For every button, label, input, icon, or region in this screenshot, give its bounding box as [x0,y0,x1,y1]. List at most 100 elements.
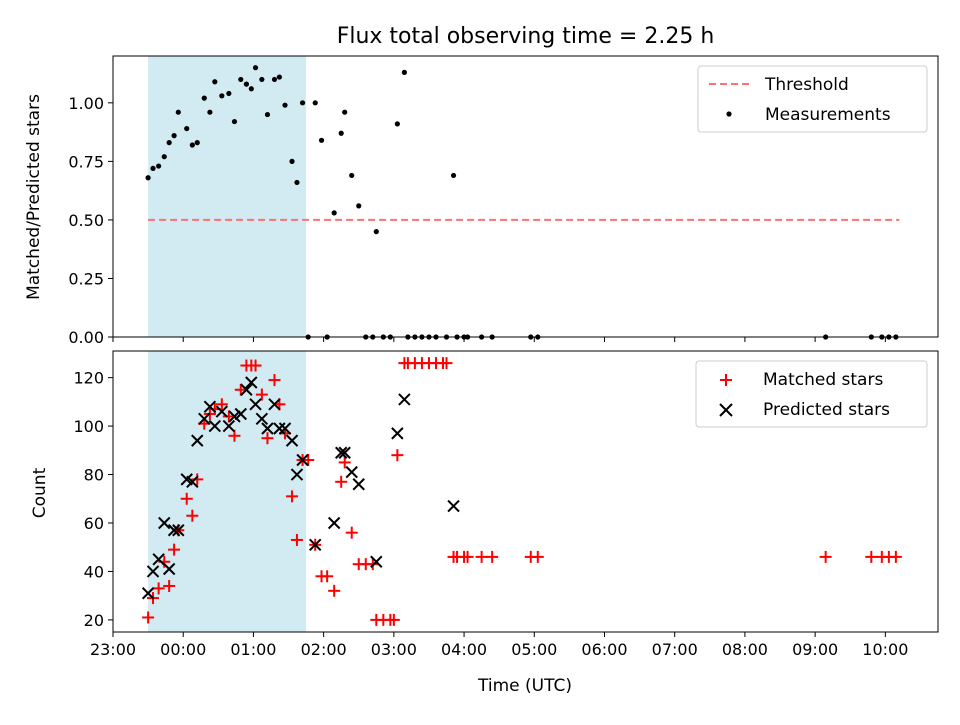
predicted-star-point [296,453,309,467]
matched-star-point [215,398,228,411]
predicted-star-point [334,446,348,459]
predicted-star-point [152,553,165,566]
y-axis-label-bottom: Count [30,467,50,518]
x-tick-label: 23:00 [90,640,136,659]
predicted-star-point [398,393,411,406]
x-tick-label: 04:00 [441,640,487,659]
matched-star-point [338,456,351,469]
observing-window-shade-bottom [148,351,307,632]
predicted-star-point [203,400,217,413]
chart-title: Flux total observing time = 2.25 h [337,24,715,49]
y-axis-ticks-top: 0.00 0.25 0.50 0.75 1.00 [68,94,113,347]
matched-star-point [391,449,404,462]
shade-region-bottom [148,351,307,632]
measurement-point [401,69,407,75]
observing-window-shade-top [148,56,307,337]
matched-star-point [531,550,544,563]
matched-star-point [486,550,499,563]
measurement-point [184,125,190,132]
measurement-point [201,95,207,101]
matched-star-point [819,550,832,563]
measurement-point [338,130,344,136]
predicted-star-point [191,434,204,447]
predicted-star-point [141,587,155,600]
matched-star-point [321,570,334,583]
ratio-panel: 0.00 0.25 0.50 0.75 1.00 Matched/Predicted s… [24,55,939,347]
x-tick-label: 01:00 [230,640,276,659]
measurement-point [342,109,348,115]
x-tick-label: 06:00 [581,640,627,659]
matched-star-point [335,475,348,488]
x-tick-label: 09:00 [792,640,838,659]
predicted-star-point [172,524,185,537]
y-axis-label-top: Matched/Predicted stars [24,94,44,300]
y-tick-label: 0.00 [68,328,104,347]
measurement-point [264,111,271,118]
matched-star-point [186,509,199,522]
legend-label-measurements: Measurements [765,105,891,125]
matched-star-point [268,374,281,387]
predicted-star-point [249,398,262,411]
predicted-star-point [234,407,247,421]
predicted-star-point [146,565,160,578]
matched-star-point [302,454,315,467]
measurement-point [166,140,172,146]
matched-star-point [180,492,193,505]
x-tick-label: 00:00 [160,640,206,659]
measurement-point [356,203,362,209]
matched-star-point [440,357,453,370]
plot-frame-top [112,55,939,338]
matched-star-point [255,388,268,401]
measurement-point [282,102,288,108]
y-tick-label: 0.25 [68,269,104,288]
predicted-star-point [162,562,176,576]
measurement-point [294,179,300,186]
y-tick-label: 80 [84,466,104,485]
y-tick-label: 0.50 [68,211,104,230]
measurement-point [289,158,295,164]
measurement-point [231,118,238,125]
matched-star-point [387,613,400,626]
predicted-star-point [327,516,341,530]
predicted-star-point [158,516,171,530]
measurement-point [207,109,213,115]
y-tick-label: 40 [84,562,104,581]
measurement-point [312,100,318,106]
shade-region-top [148,56,307,337]
predicted-star-point [222,419,236,433]
predicted-star-point [167,524,181,537]
predicted-star-point [447,499,460,513]
predicted-star-point [338,446,351,459]
matched-star-point [345,526,358,539]
predicted-star-points [141,376,460,600]
x-axis-ticks-bottom: 23:00 00:00 01:00 02:00 03:00 04:00 05:00 06:00… [90,632,908,659]
measurement-point [219,93,225,99]
measurement-points [145,65,899,340]
measurement-point [226,90,232,97]
matched-star-point [191,473,204,486]
measurement-point [276,74,283,80]
legend-label-matched: Matched stars [763,370,883,390]
matched-legend-icon [720,374,732,386]
measurement-point [259,76,265,83]
matched-star-point [222,410,235,423]
legend-label-predicted: Predicted stars [763,400,890,420]
matched-star-point [261,432,274,445]
measurement-point [248,86,254,92]
predicted-star-point [255,412,269,426]
matched-star-point [865,550,878,563]
measurement-point [238,76,244,83]
matched-star-point [290,533,303,546]
x-tick-label: 02:00 [301,640,347,659]
x-axis-ticks-top [112,337,886,342]
x-tick-label: 03:00 [371,640,417,659]
measurement-point [349,172,355,179]
measurement-point [450,172,457,179]
y-tick-label: 1.00 [68,94,104,113]
x-tick-label: 10:00 [862,640,908,659]
y-tick-label: 0.75 [68,152,104,171]
count-panel: 20 40 60 80 100 120 23:00 00:00 01:00 02:00 03:00… [30,350,939,696]
matched-star-point [889,550,902,563]
predicted-star-point [240,383,253,396]
